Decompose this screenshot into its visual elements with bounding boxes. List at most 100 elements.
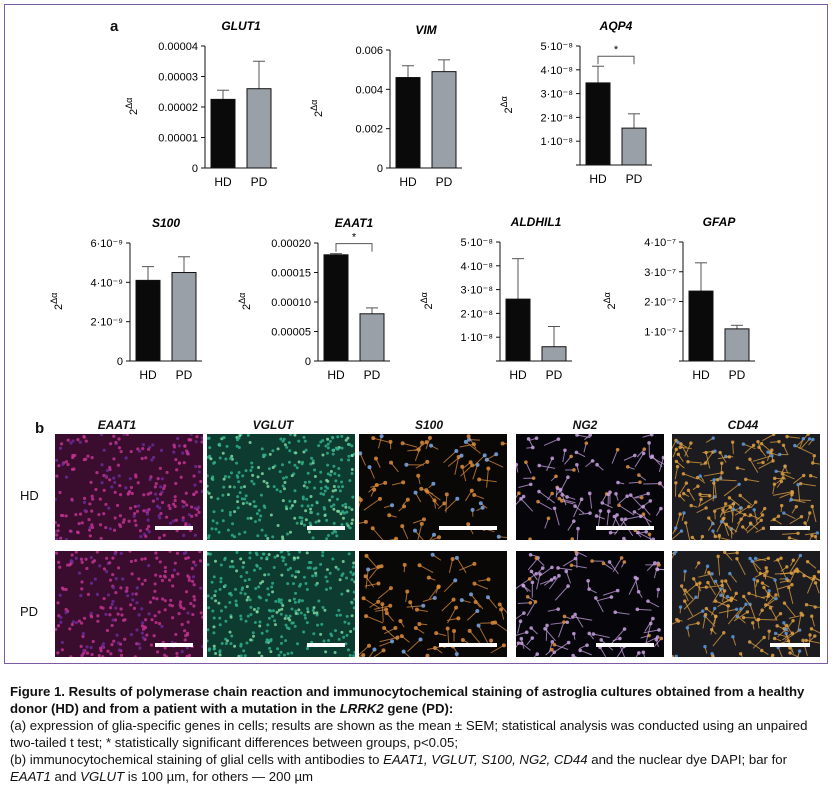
bar-pd bbox=[359, 313, 385, 362]
y-tick-label: 4·10⁻⁸ bbox=[461, 261, 493, 273]
y-tick-label: 2·10⁻⁷ bbox=[644, 297, 676, 309]
bar-hd bbox=[688, 290, 714, 362]
bar-chart-eaat1: EAAT1 0 0.00005 0.00010 0.00015 0.00020 2Δα HD P… bbox=[237, 216, 390, 382]
chart-title: GLUT1 bbox=[221, 19, 261, 33]
significance-bracket bbox=[335, 243, 373, 252]
y-axis-label: 2Δα bbox=[602, 292, 618, 309]
y-tick-label: 0.002 bbox=[355, 124, 383, 136]
bar-chart-vim: VIM 0 0.002 0.004 0.006 2Δα HD PD bbox=[309, 23, 462, 189]
panel-b-label: b bbox=[35, 420, 45, 437]
bar-hd bbox=[135, 279, 161, 362]
caption-title: Figure 1. Results of polymerase chain re… bbox=[10, 684, 805, 716]
micro-col-title: NG2 bbox=[572, 418, 598, 432]
panel-a-label: a bbox=[110, 18, 119, 35]
micrograph-eaat1-hd bbox=[55, 434, 203, 540]
micrograph-ng2-pd bbox=[516, 551, 664, 657]
category-label: HD bbox=[139, 368, 157, 382]
y-tick-label: 0.00001 bbox=[158, 133, 198, 145]
y-tick-label: 2·10⁻⁹ bbox=[90, 317, 123, 329]
bar-chart-s100: S100 0 2·10⁻⁹ 4·10⁻⁹ 6·10⁻⁹ 2Δα HD PD bbox=[49, 216, 202, 382]
y-tick-label: 3·10⁻⁷ bbox=[644, 267, 676, 279]
micrograph-vglut-pd bbox=[207, 551, 355, 657]
category-label: HD bbox=[589, 172, 607, 186]
y-axis-label: 2Δα bbox=[49, 293, 65, 310]
y-axis-label: 2Δα bbox=[237, 293, 253, 310]
bar-chart-aldhil1: ALDHIL1 1·10⁻⁸ 2·10⁻⁸ 3·10⁻⁸ 4·10⁻⁸ 5·10⁻⁸ 2Δα… bbox=[419, 215, 572, 382]
y-axis-label: 2Δα bbox=[124, 98, 140, 115]
scale-bar bbox=[770, 643, 810, 647]
y-tick-label: 1·10⁻⁸ bbox=[461, 332, 493, 344]
y-tick-label: 1·10⁻⁸ bbox=[541, 136, 573, 148]
y-tick-label: 0.00002 bbox=[158, 102, 198, 114]
scale-bar bbox=[155, 643, 193, 647]
y-tick-label: 0 bbox=[305, 356, 311, 368]
y-tick-label: 5·10⁻⁸ bbox=[461, 237, 493, 249]
micro-col-title: EAAT1 bbox=[97, 418, 137, 432]
category-label: HD bbox=[509, 368, 527, 382]
caption-line-a: (a) expression of glia-specific genes in… bbox=[10, 718, 808, 750]
bar-pd bbox=[431, 71, 457, 169]
micro-col-title: CD44 bbox=[727, 418, 759, 432]
bar-pd bbox=[171, 272, 197, 362]
micro-col-title: VGLUT bbox=[252, 418, 294, 432]
y-tick-label: 0 bbox=[377, 163, 383, 175]
scale-bar bbox=[439, 526, 497, 530]
y-tick-label: 0.00015 bbox=[271, 268, 311, 280]
micro-row-label: PD bbox=[20, 604, 39, 619]
bar-pd bbox=[621, 127, 647, 166]
category-label: HD bbox=[327, 368, 345, 382]
y-tick-label: 2·10⁻⁸ bbox=[541, 112, 573, 124]
bar-chart-gfap: GFAP 1·10⁻⁷ 2·10⁻⁷ 3·10⁻⁷ 4·10⁻⁷ 2Δα HD PD bbox=[602, 215, 755, 382]
scale-bar bbox=[307, 526, 345, 530]
chart-title: VIM bbox=[415, 23, 437, 37]
category-label: PD bbox=[729, 368, 746, 382]
chart-title: AQP4 bbox=[599, 19, 633, 33]
micrograph-vglut-hd bbox=[207, 434, 355, 540]
micro-row-label: HD bbox=[20, 488, 39, 503]
micrograph-s100-hd bbox=[359, 434, 507, 540]
chart-title: GFAP bbox=[703, 215, 737, 229]
chart-title: EAAT1 bbox=[335, 216, 374, 230]
y-axis-label: 2Δα bbox=[309, 100, 325, 117]
y-tick-label: 1·10⁻⁷ bbox=[644, 326, 676, 338]
chart-title: ALDHIL1 bbox=[510, 215, 562, 229]
y-tick-label: 3·10⁻⁸ bbox=[541, 89, 573, 101]
y-tick-label: 3·10⁻⁸ bbox=[461, 285, 493, 297]
bar-chart-glut1: GLUT1 0 0.00001 0.00002 0.00003 0.00004 2Δα HD P… bbox=[124, 19, 277, 189]
bar-charts: GLUT1 0 0.00001 0.00002 0.00003 0.00004 2Δα HD P… bbox=[49, 19, 755, 382]
bar-chart-aqp4: AQP4 1·10⁻⁸ 2·10⁻⁸ 3·10⁻⁸ 4·10⁻⁸ 5·10⁻⁸ 2Δα HD P… bbox=[499, 19, 652, 186]
y-tick-label: 4·10⁻⁷ bbox=[644, 237, 676, 249]
caption-line-b: (b) immunocytochemical staining of glial… bbox=[10, 752, 787, 784]
bar-pd bbox=[246, 88, 272, 169]
micrograph-s100-pd bbox=[359, 551, 507, 657]
significance-marker: * bbox=[614, 44, 619, 56]
category-label: HD bbox=[399, 175, 417, 189]
y-tick-label: 0.00020 bbox=[271, 238, 311, 250]
y-tick-label: 0.006 bbox=[355, 45, 383, 57]
scale-bar bbox=[155, 526, 193, 530]
category-label: PD bbox=[546, 368, 563, 382]
y-axis-label: 2Δα bbox=[419, 292, 435, 309]
y-tick-label: 4·10⁻⁹ bbox=[90, 277, 123, 289]
micrograph-ng2-hd bbox=[516, 434, 664, 540]
significance-bracket bbox=[597, 55, 635, 65]
scale-bar bbox=[596, 526, 654, 530]
bar-hd bbox=[210, 98, 236, 169]
bar-pd bbox=[541, 346, 567, 362]
scale-bar bbox=[770, 526, 810, 530]
scale-bar bbox=[439, 643, 497, 647]
category-label: PD bbox=[626, 172, 643, 186]
micro-col-title: S100 bbox=[414, 418, 444, 432]
bar-hd bbox=[395, 77, 421, 169]
scale-bar bbox=[596, 643, 654, 647]
y-tick-label: 6·10⁻⁹ bbox=[90, 238, 123, 250]
scale-bar bbox=[307, 643, 345, 647]
category-label: PD bbox=[251, 175, 268, 189]
y-tick-label: 4·10⁻⁸ bbox=[541, 65, 573, 77]
y-tick-label: 0.00005 bbox=[271, 327, 311, 339]
bar-hd bbox=[505, 298, 531, 362]
y-tick-label: 0.00003 bbox=[158, 72, 198, 84]
bar-pd bbox=[724, 328, 750, 362]
micrograph-cd44-pd bbox=[672, 551, 820, 657]
bar-hd bbox=[323, 254, 349, 362]
